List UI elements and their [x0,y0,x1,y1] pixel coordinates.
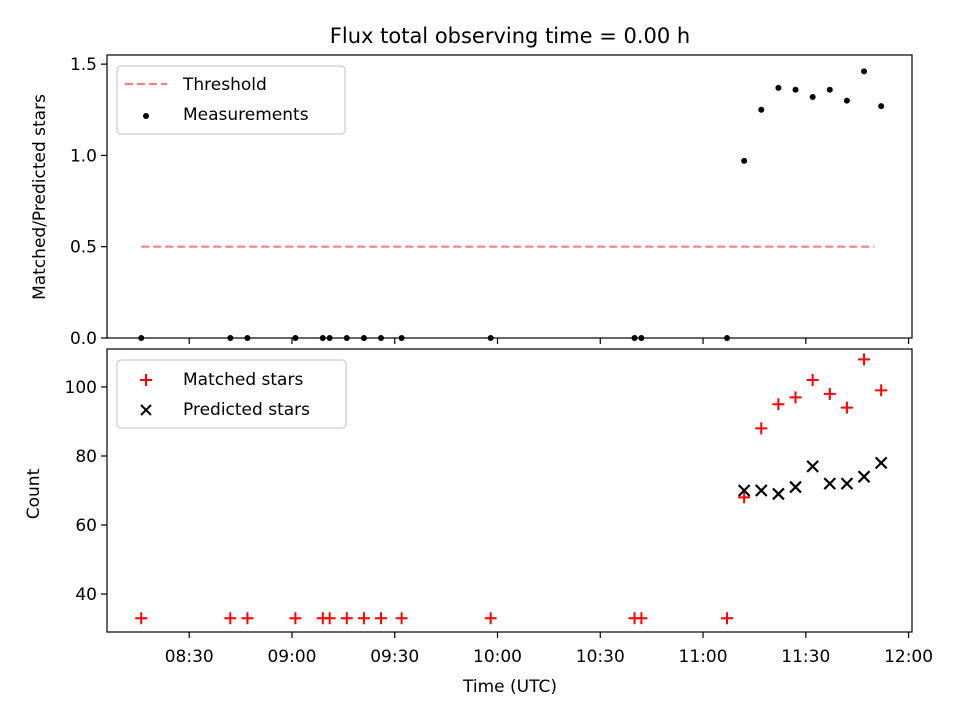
top-axes: 0.0 0.5 1.0 1.5 Matched/Predicted stars Thr… [30,54,913,349]
legend-predicted-label: Predicted stars [183,400,310,420]
bottom-legend: Matched stars Predicted stars [116,359,347,429]
bottom-legend-box [116,359,347,429]
measurement-point [758,106,765,113]
x-tick-label: 09:00 [267,647,316,667]
top-y-tick-label: 0.0 [70,329,97,349]
x-tick-label: 10:00 [473,647,522,667]
matched-star-point [340,612,353,625]
x-tick-label: 08:30 [165,647,214,667]
bottom-axes: 40 60 80 100 08:30 09:00 09:30 10:00 10:30 11:00… [24,348,933,697]
matched-star-point [755,422,768,435]
measurement-point [826,86,833,93]
top-legend-box [116,65,346,135]
bottom-y-axis-label: Count [24,468,44,519]
legend-matched-swatch [140,374,152,386]
bottom-y-tick-label: 100 [65,378,97,398]
x-tick-label: 10:30 [576,647,625,667]
legend-predicted-swatch [140,404,152,416]
matched-star-point [135,612,148,625]
matched-star-point [806,374,819,387]
predicted-star-point [840,477,854,490]
measurement-point [843,97,850,104]
legend-threshold-label: Threshold [182,75,267,95]
measurement-point [741,157,748,164]
x-tick-label: 12:00 [884,647,933,667]
matched-star-point [395,612,408,625]
x-tick-label: 11:00 [679,647,728,667]
matched-star-point [875,384,888,397]
predicted-star-point [823,477,837,490]
x-tick-label: 11:30 [781,647,830,667]
top-y-axis-label: Matched/Predicted stars [30,94,50,300]
measurement-point [775,84,782,91]
chart-title: Flux total observing time = 0.00 h [330,24,690,48]
matched-star-point [289,612,302,625]
matched-star-point [375,612,388,625]
top-y-tick-label: 0.5 [70,238,97,258]
matched-star-point [772,398,785,411]
x-axis-label: Time (UTC) [462,677,557,697]
legend-measurements-label: Measurements [183,105,309,125]
matched-star-point [484,612,497,625]
bottom-axes-frame [106,348,913,633]
predicted-star-point [754,484,768,497]
bottom-y-tick-label: 80 [75,447,97,467]
matched-star-point [721,612,734,625]
matched-star-point [823,387,836,400]
matched-star-point [840,401,853,414]
count-points-layer [135,353,888,625]
top-axes-frame [106,54,913,339]
predicted-star-point [737,484,751,497]
measurement-point [792,86,799,93]
legend-measurements-swatch [143,113,149,119]
predicted-star-point [857,470,871,483]
top-legend: Threshold Measurements [116,65,346,135]
matched-star-point [738,491,751,504]
predicted-star-point [874,456,888,470]
top-y-tick-label: 1.5 [70,55,97,75]
predicted-star-point [772,487,785,501]
matched-star-point [789,391,802,404]
bottom-y-tick-label: 60 [75,516,97,536]
x-tick-label: 09:30 [370,647,419,667]
matched-star-point [241,612,254,625]
legend-matched-label: Matched stars [183,370,303,390]
matched-star-point [635,612,648,625]
measurement-point [809,93,816,100]
top-y-tick-label: 1.0 [70,146,97,166]
matched-star-point [858,353,871,366]
measurement-point [878,103,885,110]
predicted-star-point [789,480,802,494]
matched-star-point [323,612,336,625]
bottom-y-tick-label: 40 [75,585,97,605]
measurement-point [861,68,868,75]
predicted-star-point [806,460,819,473]
matched-star-point [357,612,370,625]
matched-star-point [224,612,237,625]
